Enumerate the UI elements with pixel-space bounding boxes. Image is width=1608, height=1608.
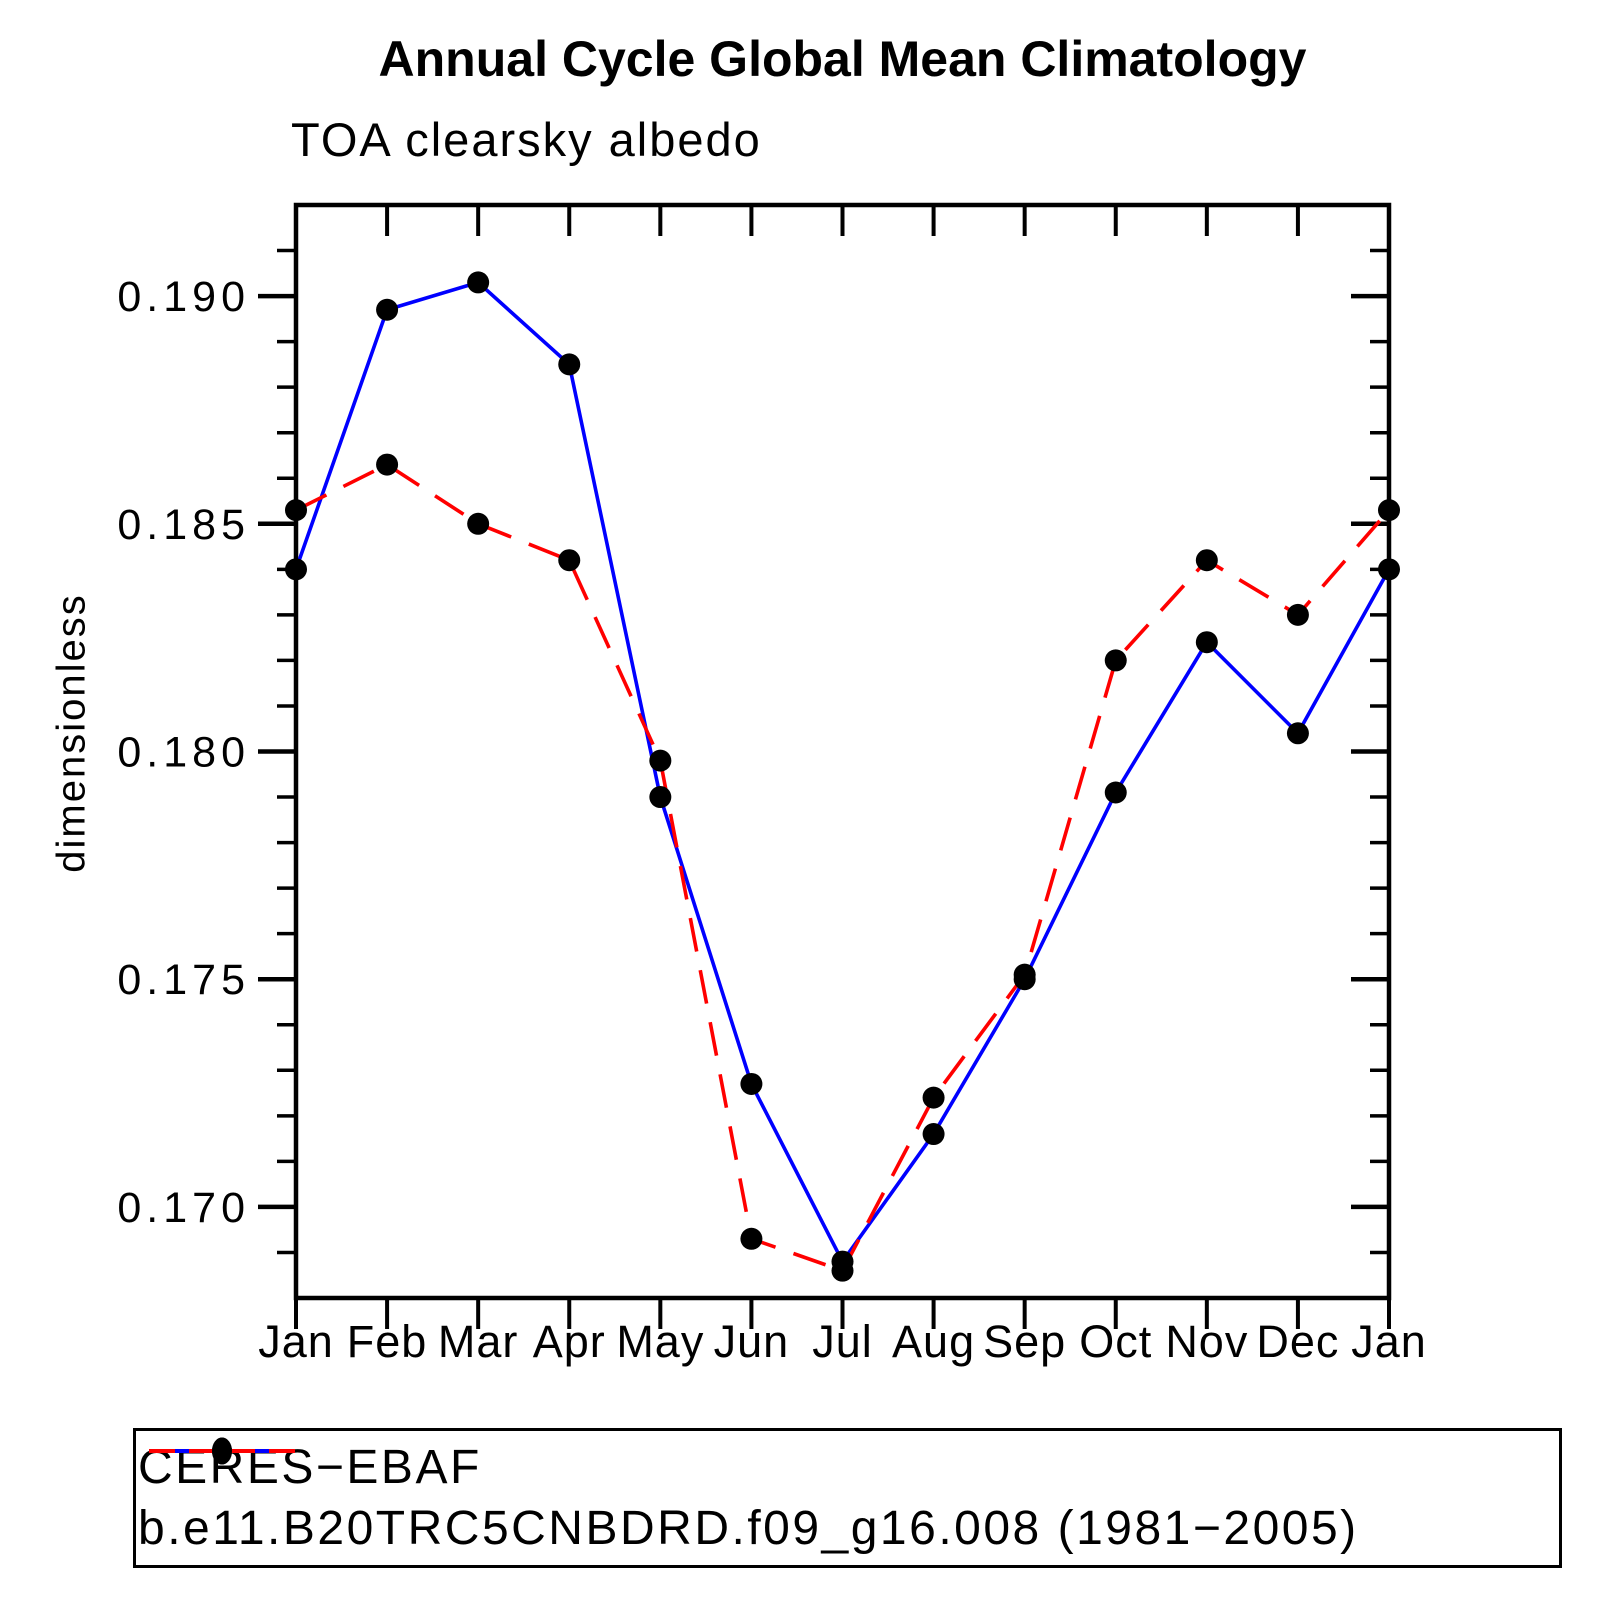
x-axis-tick-label: Feb (347, 1316, 428, 1367)
chart-title: Annual Cycle Global Mean Climatology (378, 31, 1307, 87)
data-point-marker (1104, 781, 1127, 804)
data-point-marker (1378, 499, 1400, 522)
x-axis-tick-label: Oct (1079, 1316, 1152, 1367)
y-axis-tick-label: 0.180 (117, 729, 250, 777)
data-point-marker (740, 1072, 763, 1095)
x-axis-tick-label: Apr (533, 1316, 606, 1367)
x-axis-tick-label: Jun (714, 1316, 790, 1367)
series-line-model (295, 462, 1391, 1273)
data-point-marker (1104, 649, 1127, 672)
x-axis-tick-label: Aug (892, 1316, 975, 1367)
y-axis-tick-label: 0.175 (117, 956, 250, 1004)
data-point-marker (649, 749, 672, 772)
data-point-marker (467, 271, 490, 294)
legend-dashed-line-sample (149, 1437, 295, 1465)
x-axis-tick-label: Dec (1256, 1316, 1339, 1367)
data-point-marker (1195, 631, 1218, 654)
data-point-marker (376, 298, 399, 321)
data-point-marker (922, 1123, 945, 1146)
x-axis-tick-label: Sep (983, 1316, 1066, 1367)
series-line-ceres-ebaf (294, 280, 1391, 1266)
data-point-marker (285, 558, 307, 581)
data-point-marker (740, 1227, 763, 1250)
data-point-marker (376, 453, 399, 476)
legend-label-model: b.e11.B20TRC5CNBDRD.f09_g16.008 (1981−20… (138, 1502, 1359, 1555)
data-point-marker (1378, 558, 1400, 581)
legend-marker-dot (212, 1437, 232, 1465)
y-axis-tick-label: 0.185 (117, 501, 250, 549)
data-point-marker (285, 499, 307, 522)
x-axis-tick-label: Mar (438, 1316, 519, 1367)
y-axis-tick-label: 0.170 (117, 1184, 250, 1232)
data-point-marker (467, 512, 490, 535)
data-point-marker (1013, 963, 1036, 986)
data-point-marker (558, 549, 581, 572)
chart-subtitle: TOA clearsky albedo (291, 113, 762, 166)
x-axis-tick-label: May (616, 1316, 704, 1367)
data-point-marker (831, 1259, 854, 1282)
data-point-marker (649, 786, 672, 809)
data-point-marker (1195, 549, 1218, 572)
x-axis-tick-label: Jul (812, 1316, 873, 1367)
legend-item-model: b.e11.B20TRC5CNBDRD.f09_g16.008 (1981−20… (136, 1437, 1559, 1559)
data-point-marker (1286, 603, 1309, 626)
data-point-marker (922, 1086, 945, 1109)
data-point-marker (1286, 722, 1309, 745)
legend-item-ceres-ebaf: CERES−EBAF (136, 1437, 1559, 1498)
x-axis-tick-label: Jan (1351, 1316, 1427, 1367)
y-axis-tick-label: 0.190 (117, 273, 250, 321)
x-axis-tick-label: Jan (258, 1316, 334, 1367)
data-point-marker (558, 353, 581, 376)
x-axis-tick-label: Nov (1165, 1316, 1248, 1367)
plot-frame (293, 202, 1392, 1301)
legend-box: CERES−EBAF b.e11.B20TRC5CNBDRD.f09_g16.0… (133, 1428, 1562, 1568)
